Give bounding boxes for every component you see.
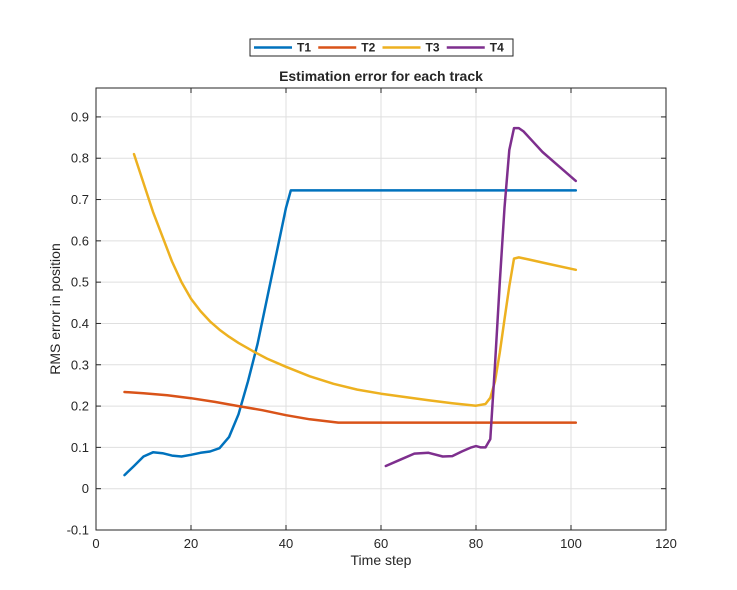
y-tick-label: 0.4 [71,316,89,331]
y-tick-label: 0.3 [71,357,89,372]
legend: T1 T2 T3 T4 [249,38,514,57]
chart-title: Estimation error for each track [279,68,483,84]
tick-marks [95,88,667,531]
x-tick-label: 20 [184,536,198,551]
x-tick-label: 40 [279,536,293,551]
y-tick-label: 0.2 [71,399,89,414]
y-tick-label: 0.8 [71,151,89,166]
legend-label-t3: T3 [426,41,440,55]
x-tick-label: 0 [92,536,99,551]
y-tick-label: 0.6 [71,233,89,248]
y-tick-label: -0.1 [67,523,89,538]
y-tick-label: 0.7 [71,192,89,207]
y-axis-title: RMS error in position [47,243,63,375]
x-tick-label: 120 [655,536,677,551]
y-tick-label: 0.1 [71,440,89,455]
legend-label-t1: T1 [297,41,311,55]
y-tick-label: 0 [82,481,89,496]
series-line-t3 [132,152,578,407]
x-axis-title: Time step [351,552,412,568]
series-line-t1 [123,189,578,477]
y-tick-label: 0.9 [71,109,89,124]
series-line-t2 [123,390,578,424]
x-tick-label: 60 [374,536,388,551]
x-tick-label: 100 [560,536,582,551]
y-tick-label: 0.5 [71,275,89,290]
series-line-t4 [384,126,578,468]
series-group [123,126,578,477]
legend-box [249,38,514,57]
x-tick-label: 80 [469,536,483,551]
legend-label-t4: T4 [490,41,504,55]
tick-labels: 0 20 40 60 80 100 120-0.100.10.20.30.40.50.60.… [67,109,677,551]
legend-label-t2: T2 [361,41,375,55]
